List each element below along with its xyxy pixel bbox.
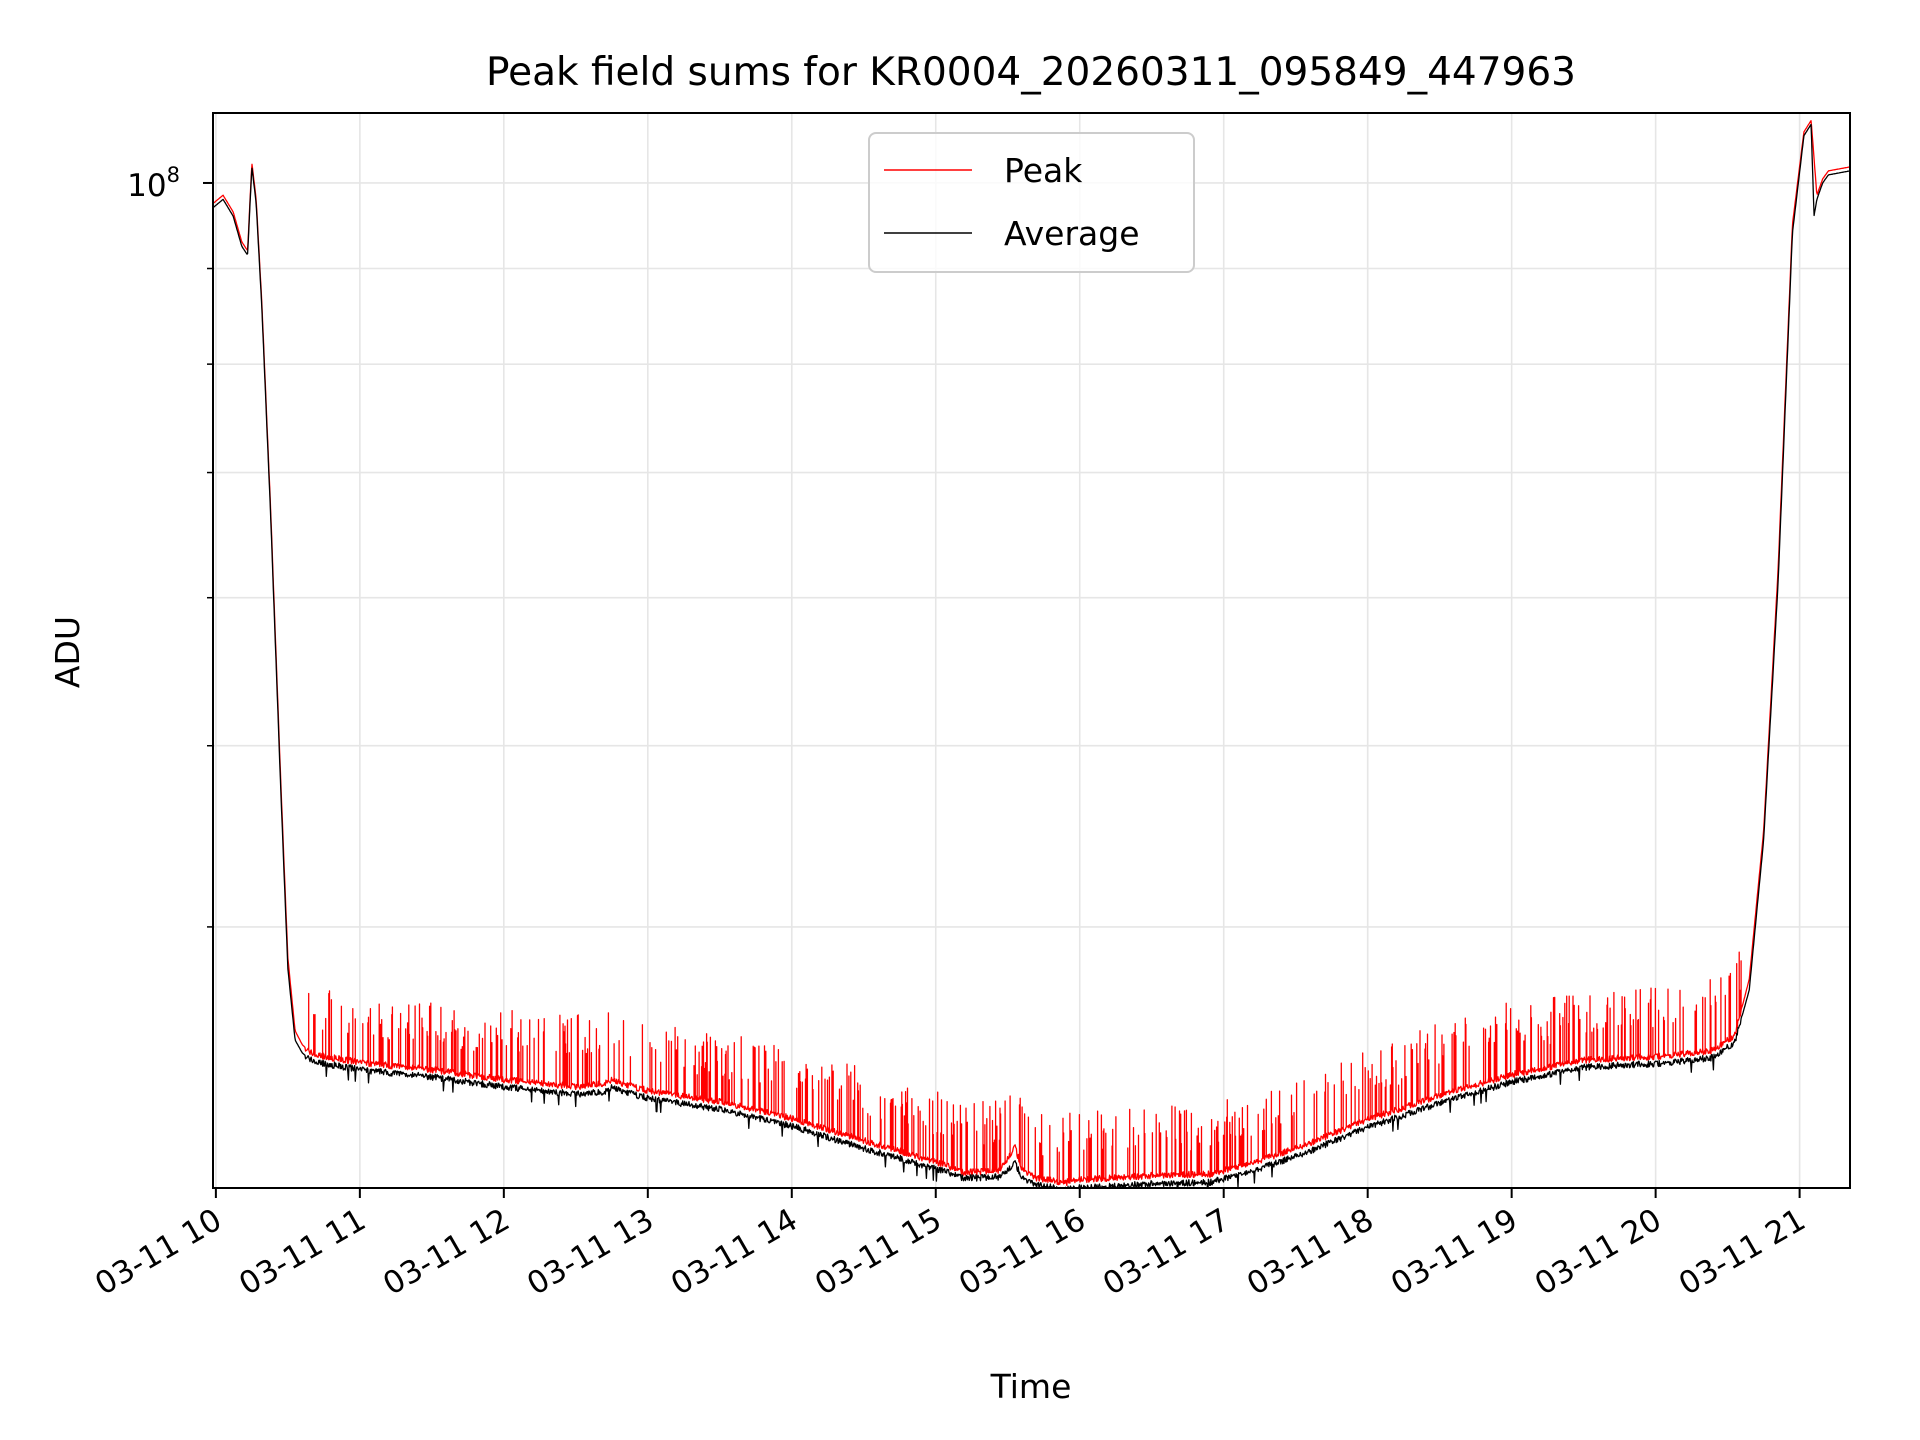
- y-axis: 108: [127, 163, 213, 928]
- chart-title: Peak field sums for KR0004_20260311_0958…: [486, 50, 1576, 95]
- grid: [213, 113, 1850, 1188]
- plot-frame: [212, 112, 1851, 1189]
- plot-area: [213, 120, 1850, 1188]
- y-tick-label: 108: [127, 163, 180, 204]
- series-line-peak: [213, 120, 1850, 1187]
- y-axis-label: ADU: [48, 616, 87, 688]
- series-line-average: [213, 123, 1850, 1188]
- legend-label-average: Average: [1004, 214, 1140, 253]
- x-axis-label: Time: [990, 1367, 1072, 1406]
- legend-label-peak: Peak: [1004, 151, 1083, 190]
- legend: Peak Average: [868, 132, 1195, 273]
- legend-box: [868, 132, 1195, 273]
